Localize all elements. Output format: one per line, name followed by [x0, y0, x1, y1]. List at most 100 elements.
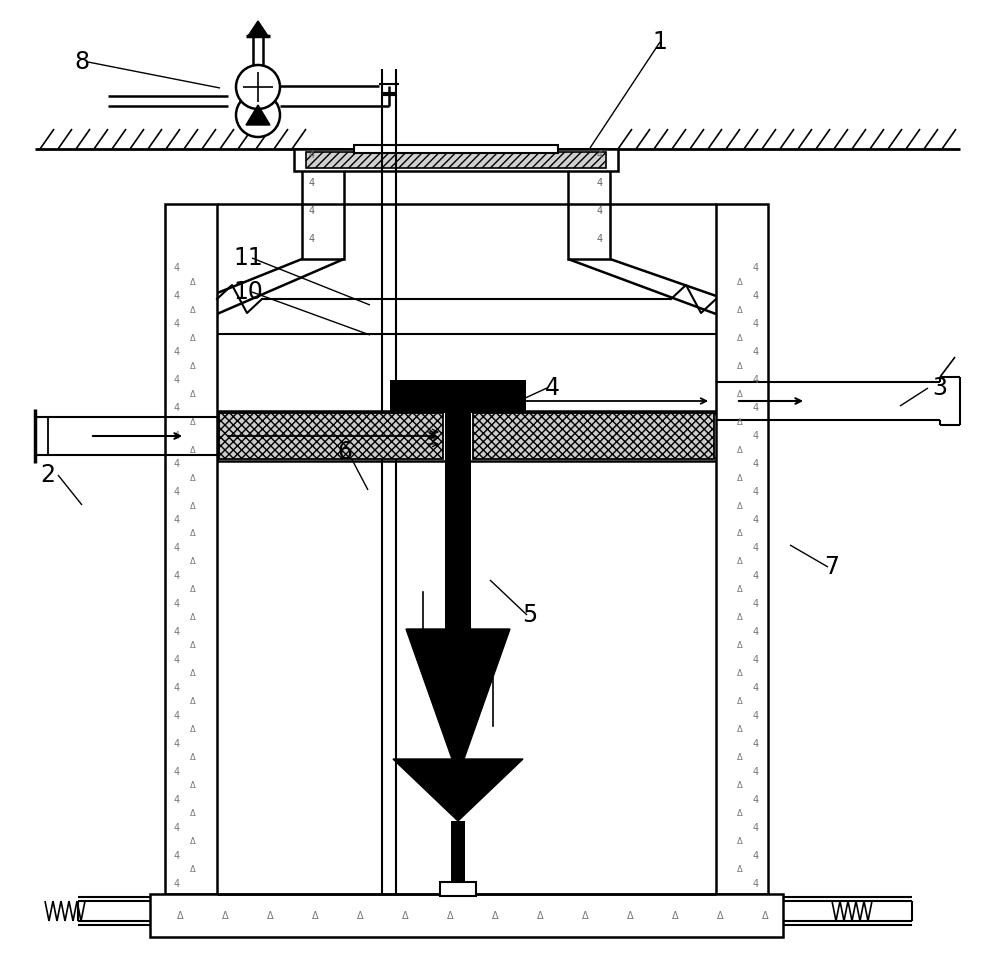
- Text: 4: 4: [753, 319, 759, 329]
- Text: Δ: Δ: [737, 613, 743, 622]
- Text: 4: 4: [174, 711, 180, 721]
- Bar: [219, 413, 443, 459]
- Text: 4: 4: [544, 376, 560, 400]
- Text: Δ: Δ: [190, 726, 196, 735]
- Bar: [440, 882, 476, 896]
- Text: Δ: Δ: [737, 502, 743, 511]
- Text: 4: 4: [753, 347, 759, 357]
- Text: 4: 4: [174, 571, 180, 581]
- Text: Δ: Δ: [190, 698, 196, 706]
- Text: Δ: Δ: [190, 474, 196, 483]
- Bar: [568, 149, 610, 259]
- Text: Δ: Δ: [190, 613, 196, 622]
- Text: Δ: Δ: [190, 670, 196, 678]
- Text: 4: 4: [174, 655, 180, 665]
- Text: 5: 5: [522, 603, 538, 627]
- Text: Δ: Δ: [402, 911, 408, 921]
- Text: 4: 4: [753, 543, 759, 553]
- Text: Δ: Δ: [582, 911, 588, 921]
- Text: Δ: Δ: [627, 911, 633, 921]
- Text: 4: 4: [753, 599, 759, 609]
- Text: 4: 4: [174, 263, 180, 273]
- Bar: [445, 413, 471, 629]
- Text: Δ: Δ: [737, 557, 743, 567]
- Text: Δ: Δ: [737, 698, 743, 706]
- Text: 4: 4: [174, 487, 180, 497]
- Polygon shape: [165, 259, 344, 314]
- Text: 11: 11: [233, 246, 263, 270]
- Polygon shape: [568, 259, 768, 314]
- Text: Δ: Δ: [177, 911, 183, 921]
- Text: Δ: Δ: [737, 305, 743, 315]
- Text: Δ: Δ: [267, 911, 273, 921]
- Text: 4: 4: [174, 431, 180, 441]
- Text: Δ: Δ: [190, 418, 196, 426]
- Text: 4: 4: [597, 178, 603, 188]
- Text: Δ: Δ: [312, 911, 318, 921]
- Text: 10: 10: [233, 280, 263, 304]
- Text: 4: 4: [597, 150, 603, 160]
- Text: 4: 4: [309, 178, 315, 188]
- Text: 4: 4: [174, 879, 180, 889]
- Bar: [306, 152, 606, 168]
- Text: 6: 6: [338, 440, 352, 464]
- Text: Δ: Δ: [737, 585, 743, 595]
- Text: Δ: Δ: [737, 865, 743, 874]
- Text: 1: 1: [653, 30, 667, 54]
- Bar: [354, 145, 558, 153]
- Text: 4: 4: [753, 515, 759, 525]
- Text: Δ: Δ: [737, 446, 743, 454]
- Polygon shape: [246, 105, 270, 125]
- Text: 4: 4: [753, 487, 759, 497]
- Text: Δ: Δ: [190, 446, 196, 454]
- Text: 4: 4: [174, 599, 180, 609]
- Polygon shape: [393, 759, 523, 821]
- Text: 4: 4: [174, 459, 180, 469]
- Text: 4: 4: [174, 319, 180, 329]
- Text: 4: 4: [174, 627, 180, 637]
- Text: 3: 3: [932, 376, 948, 400]
- Text: Δ: Δ: [737, 361, 743, 370]
- Text: 4: 4: [174, 515, 180, 525]
- Bar: [445, 413, 471, 684]
- Text: Δ: Δ: [537, 911, 543, 921]
- Text: 4: 4: [753, 459, 759, 469]
- Text: 4: 4: [174, 767, 180, 777]
- Text: Δ: Δ: [357, 911, 363, 921]
- Text: Δ: Δ: [190, 390, 196, 398]
- Text: 4: 4: [753, 655, 759, 665]
- Text: Δ: Δ: [190, 865, 196, 874]
- Text: Δ: Δ: [190, 529, 196, 539]
- Text: 4: 4: [753, 739, 759, 749]
- Text: Δ: Δ: [737, 754, 743, 763]
- Text: Δ: Δ: [190, 557, 196, 567]
- Text: Δ: Δ: [737, 641, 743, 650]
- Polygon shape: [248, 21, 268, 36]
- Text: Δ: Δ: [717, 911, 723, 921]
- Text: 4: 4: [597, 206, 603, 216]
- Text: Δ: Δ: [190, 809, 196, 819]
- Text: Δ: Δ: [492, 911, 498, 921]
- Text: Δ: Δ: [190, 754, 196, 763]
- Text: Δ: Δ: [737, 333, 743, 342]
- Text: Δ: Δ: [190, 585, 196, 595]
- Bar: [473, 413, 714, 459]
- Text: 4: 4: [753, 571, 759, 581]
- Text: Δ: Δ: [737, 277, 743, 287]
- Circle shape: [236, 93, 280, 137]
- Text: Δ: Δ: [190, 333, 196, 342]
- Text: 4: 4: [174, 823, 180, 833]
- Text: 2: 2: [40, 463, 56, 487]
- Circle shape: [236, 65, 280, 109]
- Text: Δ: Δ: [190, 361, 196, 370]
- Bar: [302, 149, 344, 259]
- Bar: [165, 204, 217, 894]
- Text: 4: 4: [753, 795, 759, 805]
- Text: 4: 4: [753, 879, 759, 889]
- Bar: [451, 821, 465, 891]
- Text: Δ: Δ: [737, 782, 743, 791]
- Text: 4: 4: [174, 375, 180, 385]
- Text: Δ: Δ: [190, 305, 196, 315]
- Text: Δ: Δ: [737, 726, 743, 735]
- Bar: [294, 149, 618, 171]
